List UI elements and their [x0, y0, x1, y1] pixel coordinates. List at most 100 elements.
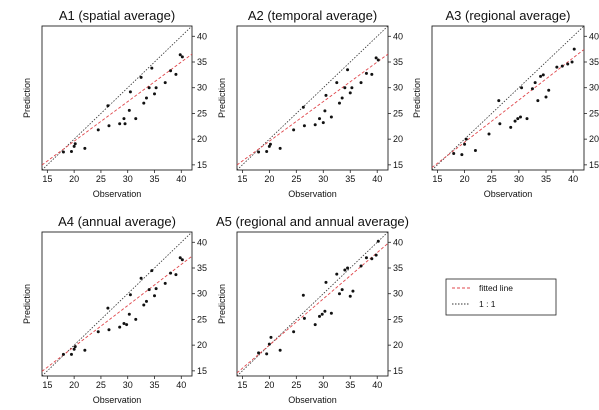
x-tick-label: 25	[487, 174, 497, 184]
data-point	[267, 342, 271, 346]
data-point	[302, 316, 306, 320]
data-point	[142, 101, 146, 105]
data-point	[169, 271, 173, 275]
data-point	[96, 330, 100, 334]
fitted-line	[42, 53, 192, 166]
data-point	[487, 132, 491, 136]
data-point	[340, 96, 344, 100]
data-point	[268, 142, 272, 146]
data-point	[544, 95, 548, 99]
data-point	[301, 105, 305, 109]
data-point	[323, 109, 327, 113]
data-point	[128, 293, 132, 297]
data-point	[153, 92, 156, 96]
data-point	[555, 65, 559, 69]
data-point	[364, 71, 368, 75]
x-axis-label: Observation	[484, 189, 533, 199]
data-point	[72, 144, 76, 148]
legend-fitted-line-label: fitted line	[479, 283, 513, 293]
data-point	[513, 119, 517, 123]
x-axis-label: Observation	[93, 189, 142, 199]
data-point	[452, 152, 456, 156]
data-point	[376, 58, 380, 62]
data-point	[180, 55, 184, 59]
x-tick-label: 25	[96, 380, 106, 390]
x-tick-label: 20	[69, 174, 79, 184]
data-point	[278, 348, 282, 352]
x-tick-label: 20	[460, 174, 470, 184]
data-point	[144, 96, 148, 100]
scatter-points	[452, 47, 576, 157]
y-axis-label: Prediction	[22, 78, 32, 118]
x-tick-label: 30	[514, 174, 524, 184]
data-point	[318, 117, 322, 121]
data-point	[572, 47, 576, 51]
y-tick-label: 40	[197, 31, 207, 41]
data-point	[321, 121, 325, 125]
panel-4: A4 (annual average) 15 20 25 30 35 40 15 20 25 30 3…	[22, 214, 207, 405]
x-tick-label: 35	[149, 380, 159, 390]
fitted-line	[42, 255, 192, 372]
data-point	[122, 117, 126, 121]
data-point	[134, 117, 138, 121]
data-point	[525, 117, 529, 121]
x-tick-label: 15	[42, 380, 52, 390]
data-point	[139, 75, 143, 79]
y-tick-label: 30	[393, 83, 403, 93]
data-point	[509, 125, 513, 129]
scatter-points	[61, 256, 184, 356]
x-tick-label: 20	[264, 380, 274, 390]
data-point	[125, 323, 129, 327]
fitted-line	[237, 53, 388, 166]
data-point	[142, 303, 146, 307]
plot-frame	[41, 25, 193, 171]
y-axis-label: Prediction	[412, 78, 422, 118]
data-point	[547, 88, 551, 92]
data-point	[464, 137, 468, 141]
x-tick-label: 30	[318, 174, 328, 184]
data-point	[348, 294, 352, 298]
y-tick-label: 25	[197, 314, 207, 324]
data-point	[127, 108, 131, 112]
x-tick-label: 35	[345, 380, 355, 390]
data-point	[560, 64, 564, 68]
data-point	[324, 280, 328, 284]
data-point	[61, 352, 65, 356]
data-point	[96, 128, 100, 132]
panel-title: A1 (spatial average)	[59, 8, 175, 23]
data-point	[337, 292, 341, 296]
data-point	[497, 99, 501, 103]
data-point	[127, 312, 131, 316]
data-point	[83, 146, 87, 150]
data-point	[123, 122, 127, 126]
data-point	[61, 150, 65, 154]
data-point	[139, 276, 143, 280]
data-point	[340, 288, 344, 292]
data-point	[174, 273, 178, 277]
x-tick-label: 35	[149, 174, 159, 184]
data-point	[570, 60, 574, 64]
data-point	[69, 352, 73, 356]
data-point	[147, 86, 151, 90]
data-point	[83, 348, 87, 352]
data-point	[69, 149, 73, 153]
data-point	[265, 149, 269, 153]
data-point	[463, 142, 467, 146]
data-point	[329, 115, 333, 119]
data-point	[323, 309, 327, 313]
data-point	[343, 86, 347, 90]
panel-title: A5 (regional and annual average)	[216, 214, 409, 229]
x-axis-label: Observation	[288, 395, 337, 405]
data-point	[178, 53, 182, 57]
identity-line	[237, 232, 388, 376]
data-point	[107, 328, 111, 332]
x-tick-label: 40	[372, 174, 382, 184]
data-point	[106, 306, 110, 310]
y-tick-label: 20	[393, 340, 403, 350]
data-point	[73, 345, 77, 349]
y-tick-label: 15	[197, 366, 207, 376]
data-point	[163, 81, 167, 85]
plot-frame	[236, 231, 389, 377]
y-tick-label: 25	[589, 108, 599, 118]
